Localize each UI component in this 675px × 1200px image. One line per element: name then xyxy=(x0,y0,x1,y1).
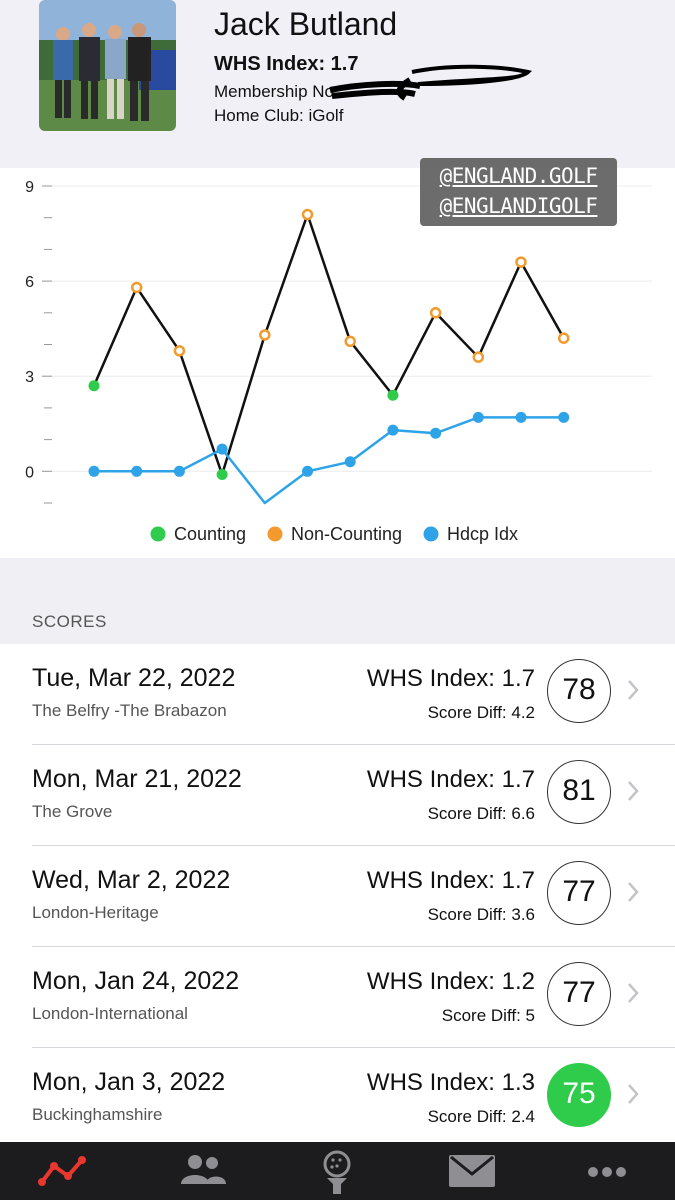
gross-score-badge: 77 xyxy=(547,962,611,1026)
handicap-chart: 9 6 3 0 Counting Non-Counting Hdcp Idx xyxy=(0,168,675,558)
envelope-icon xyxy=(449,1155,495,1187)
watermark-line-2: @ENGLANDIGOLF xyxy=(439,194,598,218)
row-divider xyxy=(32,845,675,846)
round-whs-index: WHS Index: 1.2 xyxy=(366,968,535,995)
player-name: Jack Butland xyxy=(214,6,398,42)
chart-canvas: 9 6 3 0 Counting Non-Counting Hdcp Idx xyxy=(25,179,652,544)
tab-stats[interactable] xyxy=(22,1142,102,1200)
score-row[interactable]: Mon, Jan 24, 2022 London-International W… xyxy=(0,947,675,1048)
hdcp-idx-point xyxy=(131,465,143,477)
score-row[interactable]: Mon, Mar 21, 2022 The Grove WHS Index: 1… xyxy=(0,745,675,846)
legend-hdcp-idx-label: Hdcp Idx xyxy=(447,524,518,544)
course-name: The Grove xyxy=(32,802,113,821)
course-name: London-International xyxy=(32,1004,188,1023)
legend-counting-label: Counting xyxy=(174,524,246,544)
watermark-line-1: @ENGLAND.GOLF xyxy=(439,164,598,188)
hdcp-idx-point xyxy=(173,465,185,477)
score-differential: Score Diff: 5 xyxy=(441,1006,535,1025)
round-whs-index: WHS Index: 1.7 xyxy=(366,867,535,894)
chevron-right-icon xyxy=(628,882,639,902)
redaction-scribble xyxy=(329,64,533,101)
home-club: Home Club: iGolf xyxy=(214,106,344,125)
legend-counting-marker xyxy=(150,526,166,542)
legend-non-counting-marker xyxy=(267,526,283,542)
hdcp-idx-point xyxy=(387,424,399,436)
hdcp-idx-point xyxy=(515,411,527,423)
score-differential: Score Diff: 2.4 xyxy=(427,1107,535,1126)
non-counting-point xyxy=(429,307,442,319)
round-whs-index: WHS Index: 1.7 xyxy=(366,766,535,793)
course-name: The Belfry -The Brabazon xyxy=(32,701,227,720)
people-icon xyxy=(181,1155,226,1184)
whs-index: WHS Index: 1.7 xyxy=(214,53,359,75)
non-counting-point xyxy=(130,281,143,294)
score-row[interactable]: Mon, Jan 3, 2022 Buckinghamshire WHS Ind… xyxy=(0,1048,675,1149)
score-row[interactable]: Wed, Mar 2, 2022 London-Heritage WHS Ind… xyxy=(0,846,675,947)
score-row[interactable]: Tue, Mar 22, 2022 The Belfry -The Brabaz… xyxy=(0,644,675,745)
legend-non-counting-label: Non-Counting xyxy=(291,524,402,544)
round-whs-index: WHS Index: 1.3 xyxy=(366,1069,535,1096)
course-name: Buckinghamshire xyxy=(32,1105,163,1124)
hdcp-idx-point xyxy=(430,427,442,439)
round-date: Wed, Mar 2, 2022 xyxy=(32,866,231,894)
y-tick-label: 0 xyxy=(25,464,34,481)
hdcp-idx-point xyxy=(344,456,356,468)
counting-point xyxy=(88,380,100,392)
row-divider xyxy=(32,1047,675,1048)
hdcp-idx-point xyxy=(88,465,100,477)
non-counting-point xyxy=(344,335,356,348)
profile-header: Jack Butland WHS Index: 1.7 Membership N… xyxy=(0,0,675,168)
round-date: Mon, Jan 24, 2022 xyxy=(32,967,240,995)
non-counting-point xyxy=(557,332,570,344)
chevron-right-icon xyxy=(628,781,639,801)
golf-ball-tee-icon xyxy=(323,1150,351,1194)
score-differential: Score Diff: 3.6 xyxy=(427,905,535,924)
legend-hdcp-idx-marker xyxy=(423,526,439,542)
trend-chart-icon xyxy=(38,1156,86,1186)
non-counting-point xyxy=(472,351,485,363)
scores-list: Tue, Mar 22, 2022 The Belfry -The Brabaz… xyxy=(0,644,675,1144)
score-differential: Score Diff: 4.2 xyxy=(427,703,535,722)
chevron-right-icon xyxy=(628,680,639,700)
chevron-right-icon xyxy=(628,1084,639,1104)
non-counting-point xyxy=(515,256,527,268)
profile-photo xyxy=(39,0,176,131)
y-tick-label: 3 xyxy=(25,369,34,386)
tab-play[interactable] xyxy=(297,1142,377,1200)
hdcp-idx-point xyxy=(472,411,484,423)
non-counting-point xyxy=(173,345,186,357)
counting-point xyxy=(216,468,228,480)
hdcp-idx-point xyxy=(302,465,313,477)
round-date: Mon, Mar 21, 2022 xyxy=(32,765,242,793)
watermark-sticker: @ENGLAND.GOLF @ENGLANDIGOLF xyxy=(420,158,617,226)
score-diff-line xyxy=(92,213,565,476)
score-differential: Score Diff: 6.6 xyxy=(427,804,535,823)
round-date: Tue, Mar 22, 2022 xyxy=(32,664,236,692)
tab-messages[interactable] xyxy=(432,1142,512,1200)
gross-score-badge: 78 xyxy=(547,659,611,723)
row-divider xyxy=(32,946,675,947)
round-whs-index: WHS Index: 1.7 xyxy=(366,665,535,692)
gross-score-badge: 77 xyxy=(547,861,611,925)
more-dots-icon xyxy=(588,1167,626,1177)
tab-bar xyxy=(0,1142,675,1200)
chevron-right-icon xyxy=(628,983,639,1003)
y-tick-label: 9 xyxy=(25,179,34,196)
membership-number: Membership No xyxy=(214,82,334,101)
non-counting-point xyxy=(301,208,314,221)
hdcp-idx-line xyxy=(94,416,564,505)
tab-friends[interactable] xyxy=(162,1142,242,1200)
non-counting-point xyxy=(259,329,271,341)
tab-more[interactable] xyxy=(567,1142,647,1200)
gross-score-badge: 81 xyxy=(547,760,611,824)
row-divider xyxy=(32,744,675,745)
gross-score-badge: 75 xyxy=(547,1063,611,1127)
scores-section-header: SCORES xyxy=(32,612,107,631)
y-tick-label: 6 xyxy=(25,274,34,291)
counting-point xyxy=(387,389,399,401)
course-name: London-Heritage xyxy=(32,903,159,922)
hdcp-idx-point xyxy=(558,411,570,423)
hdcp-idx-point xyxy=(216,443,228,455)
round-date: Mon, Jan 3, 2022 xyxy=(32,1068,226,1096)
